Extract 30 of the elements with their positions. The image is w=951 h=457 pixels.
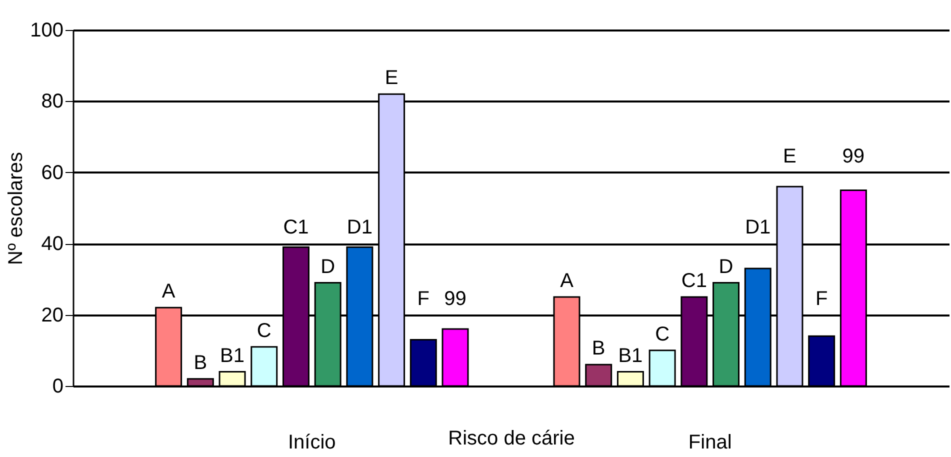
y-tick-label: 80 xyxy=(41,90,64,113)
series-label: B xyxy=(194,352,208,374)
text: B xyxy=(592,338,606,360)
y-tick-label: 100 xyxy=(30,20,64,42)
y-tick-label: 0 xyxy=(52,376,64,398)
text: D xyxy=(718,256,734,278)
y-tick-label: 60 xyxy=(41,162,64,184)
text: B1 xyxy=(618,344,643,367)
text: 99 xyxy=(842,145,865,168)
series-label: E xyxy=(384,67,398,90)
y-axis-title: Nº escolares xyxy=(5,152,28,265)
series-label: D1 xyxy=(346,216,372,239)
text: E xyxy=(783,145,796,168)
x-tick-label: Final xyxy=(688,432,732,454)
x-axis-title: Risco de cárie xyxy=(448,428,575,450)
series-label: C1 xyxy=(681,270,707,292)
series-label: D xyxy=(320,256,336,278)
y-tick-label: 40 xyxy=(41,233,64,256)
series-label: B1 xyxy=(220,344,245,367)
series-label: F xyxy=(815,288,828,310)
text: C1 xyxy=(283,216,309,239)
series-label: C xyxy=(256,320,272,342)
series-label: 99 xyxy=(444,288,466,310)
text: D1 xyxy=(745,216,771,239)
text: C xyxy=(655,323,670,346)
text: A xyxy=(560,270,574,292)
series-label: A xyxy=(162,280,176,303)
text: F xyxy=(417,288,430,310)
x-tick-label: Início xyxy=(288,432,336,454)
y-tick-label: 20 xyxy=(41,304,64,326)
